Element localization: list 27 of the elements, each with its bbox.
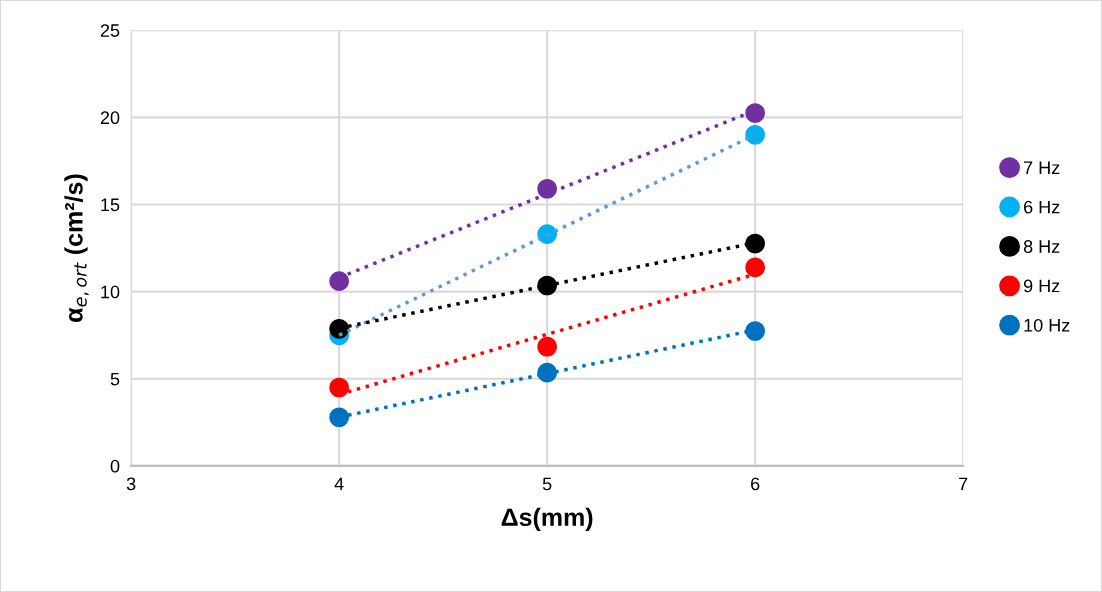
y-tick-label: 15: [101, 198, 120, 212]
legend-label: 7 Hz: [1024, 161, 1060, 174]
legend-label: 9 Hz: [1023, 279, 1060, 293]
point: [745, 233, 765, 254]
point: [745, 124, 765, 145]
point: [329, 407, 349, 428]
point: [537, 336, 557, 357]
x-tick-label: 3: [126, 477, 136, 491]
point: [745, 257, 765, 278]
point: [329, 271, 349, 291]
point: [745, 103, 765, 123]
legend-label: 10 Hz: [1024, 318, 1070, 332]
y-tick-label: 10: [101, 285, 120, 299]
y-tick-label: 25: [100, 24, 120, 37]
point: [745, 321, 765, 341]
x-tick-label: 7: [959, 477, 968, 491]
x-axis-title: Δs(mm): [501, 507, 593, 532]
legend-label: 8 Hz: [1023, 240, 1060, 253]
x-tick-label: 4: [334, 477, 344, 491]
y-axis-title: α$_{e,ort}$ (cm²/s): [64, 174, 89, 322]
point: [329, 377, 349, 398]
x-tick-label: 6: [751, 477, 760, 491]
y-tick-label: 0: [110, 459, 120, 473]
x-tick-label: 5: [542, 477, 552, 491]
legend-label: 6 Hz: [1024, 200, 1060, 214]
y-tick-label: 5: [110, 372, 120, 386]
y-tick-label: 20: [100, 111, 120, 125]
